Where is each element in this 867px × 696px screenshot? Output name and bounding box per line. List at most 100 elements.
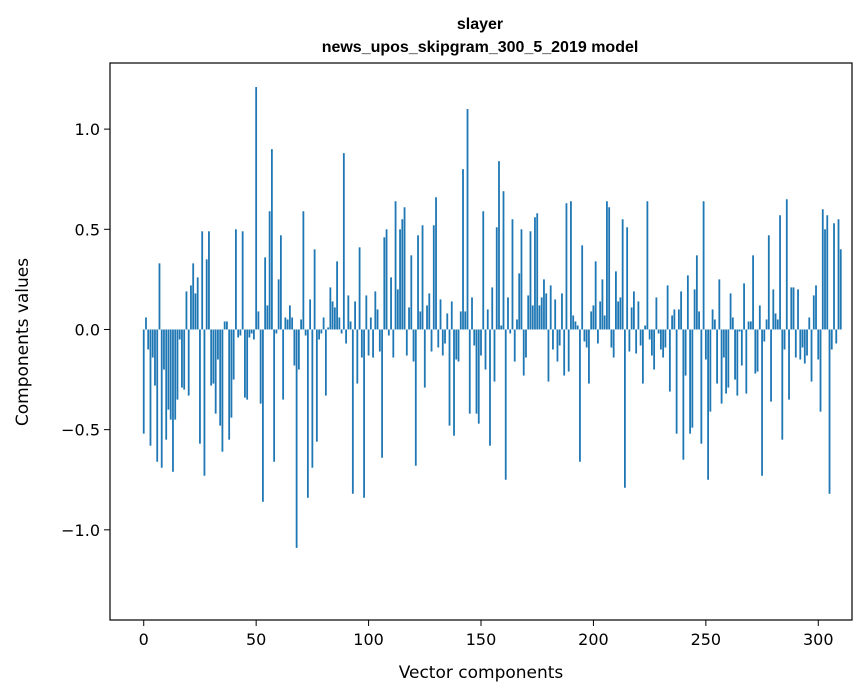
bar [239,329,242,336]
bar [149,329,152,446]
bar [815,285,817,330]
bar [500,325,503,330]
bar [302,211,305,330]
bar [176,329,179,400]
bar [142,329,145,434]
bar [547,329,550,382]
bar [363,329,365,498]
bar [203,329,206,476]
bar [504,329,507,480]
bar [419,311,422,330]
bar [579,329,581,462]
bar [538,305,541,330]
bar [304,329,307,336]
bar [797,289,799,330]
bar [606,201,608,330]
bar [181,329,183,388]
bar [749,321,752,330]
bar [237,329,240,338]
bar [284,317,287,330]
bar [300,319,303,330]
bar [401,219,404,330]
bar [808,317,811,330]
bar [518,273,521,330]
bar [480,329,482,356]
bar [444,329,446,344]
bar [340,329,343,334]
bar [257,311,260,330]
bar [774,313,777,330]
bar [752,255,754,330]
bar [736,329,739,396]
bar [633,291,635,330]
bar [529,231,532,330]
bar [565,203,568,330]
bar [262,329,264,502]
bar [534,217,536,330]
bar [599,301,602,330]
bar [421,225,424,330]
bar [543,279,545,330]
bar [450,301,453,330]
bar [311,329,314,468]
bar [767,235,770,330]
bar [509,329,512,334]
bar [277,279,280,330]
bar [675,329,678,434]
bar [624,329,626,488]
bar [653,329,656,370]
bar [468,329,471,414]
bar [572,315,575,330]
bar [145,317,147,330]
bar [223,321,226,330]
bar [192,263,195,330]
bar [214,329,217,414]
bar [588,329,590,384]
bar [354,301,356,330]
bar [745,329,748,394]
bar [495,227,498,330]
bar [378,329,381,352]
bar [158,263,161,330]
bar [770,329,772,402]
bar [556,329,559,362]
bar [205,259,208,330]
bar [351,329,354,494]
bar [394,201,397,330]
bar [320,329,323,334]
bar [502,191,505,330]
chart-subtitle: news_upos_skipgram_300_5_2019 model [322,39,639,56]
bar [318,329,321,340]
bar [788,329,790,400]
bar [349,321,352,330]
bar [758,305,761,330]
bar [610,329,613,348]
bar [549,285,552,330]
bar [704,329,707,360]
bar [513,329,516,362]
bar [408,307,410,330]
bar [405,329,408,356]
bar [358,247,361,330]
bar [693,289,696,330]
bar [221,329,224,452]
bar [583,329,586,342]
bar [187,329,190,396]
x-tick-label: 300 [803,630,834,649]
bar [417,235,419,330]
bar [248,329,251,338]
bar [772,289,775,330]
bar [716,329,718,384]
bar [210,329,213,386]
bar [615,271,617,330]
bar [761,329,763,476]
bar [453,329,455,436]
bar [462,169,464,330]
x-tick-label: 250 [691,630,722,649]
bar [423,329,426,388]
bar [810,329,813,382]
bar [574,321,577,330]
bar [486,309,489,330]
bar [232,329,235,380]
